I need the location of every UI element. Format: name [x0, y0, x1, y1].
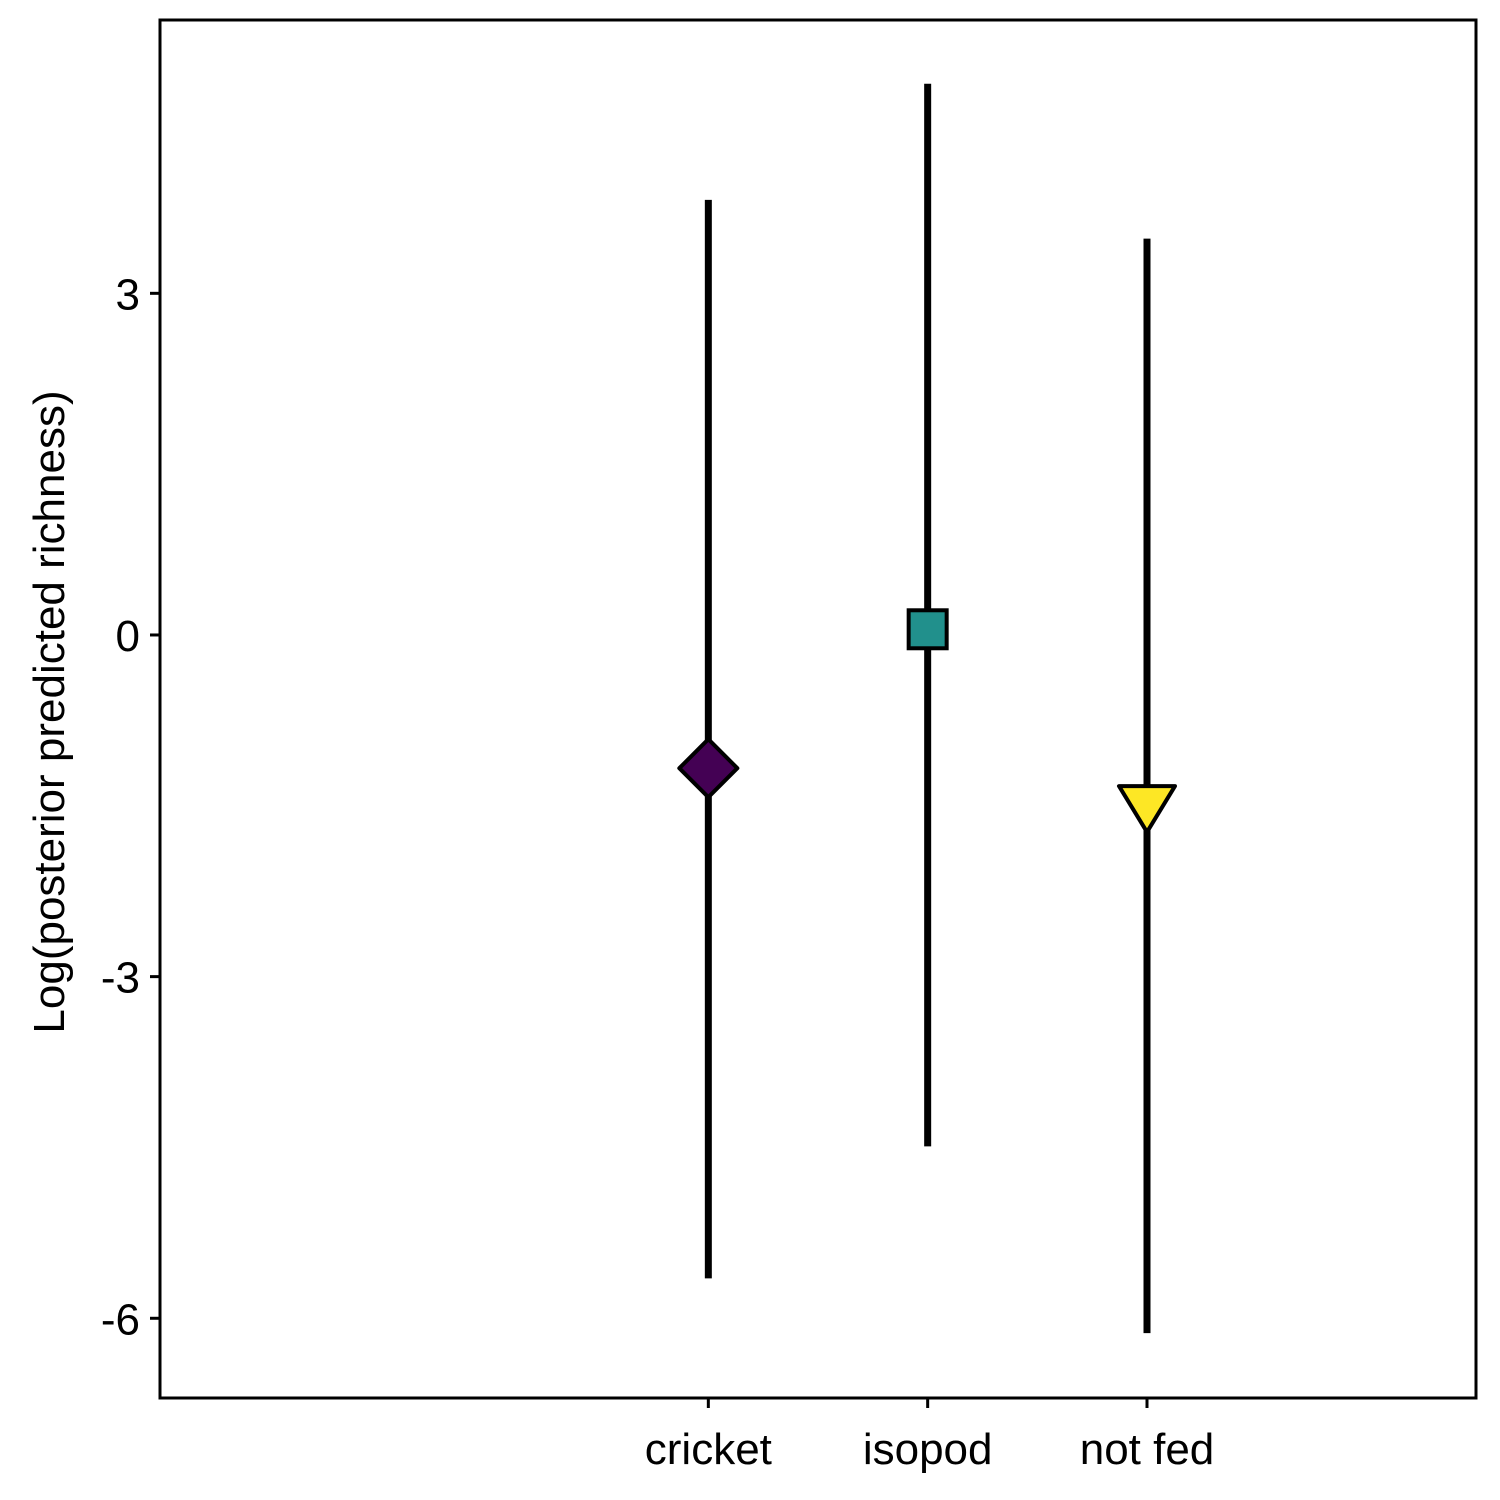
- y-axis: 3 0 -3 -6: [101, 270, 160, 1344]
- plot-panel-border: [158, 18, 1478, 1400]
- y-tick-label: -3: [101, 954, 140, 1003]
- y-tick-label: 0: [116, 612, 140, 661]
- y-axis-title: Log(posterior predicted richness): [25, 390, 74, 1033]
- x-axis: cricket isopod not fed: [645, 1398, 1215, 1474]
- point-marker-cricket: [677, 737, 740, 800]
- point-range-series: [677, 83, 1177, 1334]
- x-tick-label-not-fed: not fed: [1080, 1425, 1215, 1474]
- x-tick-label-isopod: isopod: [863, 1425, 993, 1474]
- x-tick-label-cricket: cricket: [645, 1425, 772, 1474]
- point-marker-not-fed: [1117, 784, 1177, 835]
- y-tick-label: -6: [101, 1295, 140, 1344]
- point-marker-isopod: [906, 608, 949, 651]
- y-tick-label: 3: [116, 270, 140, 319]
